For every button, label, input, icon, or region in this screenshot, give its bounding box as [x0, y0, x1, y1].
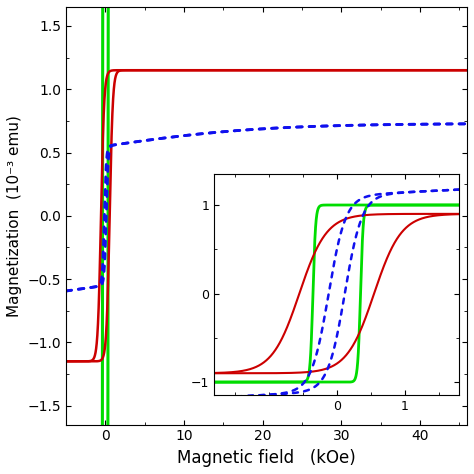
Y-axis label: Magnetization  (10⁻³ emu): Magnetization (10⁻³ emu) — [7, 115, 22, 317]
X-axis label: Magnetic field   (kOe): Magnetic field (kOe) — [177, 449, 356, 467]
